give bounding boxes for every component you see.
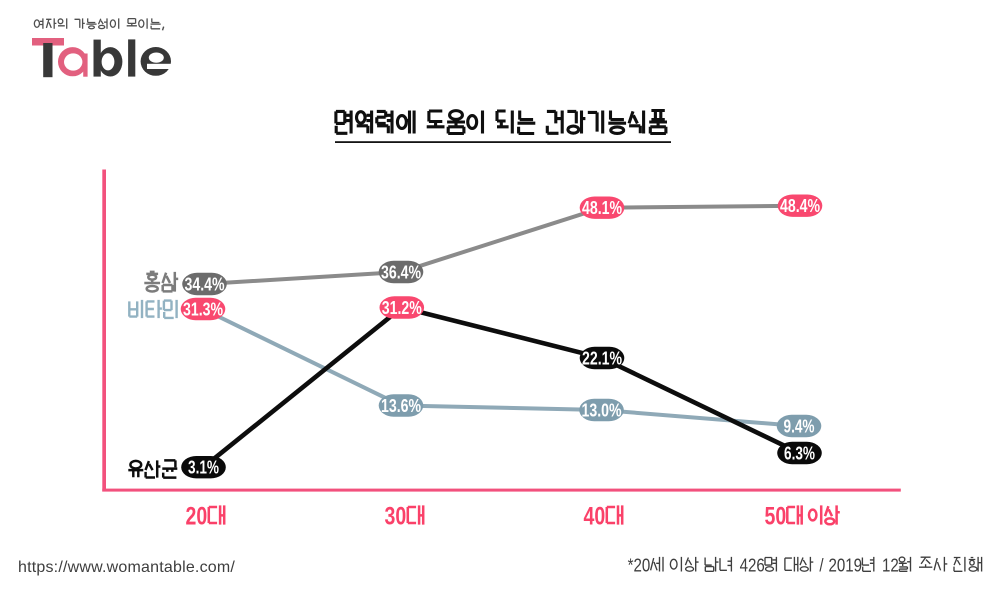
svg-text:13.0%: 13.0%: [582, 400, 622, 420]
svg-text:31.2%: 31.2%: [382, 298, 422, 318]
svg-text:36.4%: 36.4%: [381, 262, 421, 282]
svg-text:30: 30: [385, 502, 407, 530]
svg-text:40: 40: [584, 502, 606, 530]
svg-text:3.1%: 3.1%: [188, 458, 219, 478]
svg-text:6.3%: 6.3%: [784, 443, 815, 463]
svg-text:9.4%: 9.4%: [784, 416, 815, 436]
svg-text:48.1%: 48.1%: [582, 198, 622, 218]
svg-text:2019: 2019: [829, 555, 863, 576]
svg-text:31.3%: 31.3%: [183, 299, 223, 319]
svg-text:22.1%: 22.1%: [582, 348, 622, 368]
svg-text:34.4%: 34.4%: [185, 274, 225, 294]
svg-text:13.6%: 13.6%: [381, 396, 421, 416]
svg-text:50: 50: [765, 502, 787, 530]
svg-text:*20: *20: [628, 555, 651, 576]
svg-text:12: 12: [882, 555, 899, 576]
svg-text:48.4%: 48.4%: [780, 196, 820, 216]
svg-text:https://www.womantable.com/: https://www.womantable.com/: [18, 559, 235, 576]
svg-text:20: 20: [186, 502, 208, 530]
svg-text:426: 426: [740, 555, 765, 576]
svg-text:/: /: [819, 555, 823, 576]
